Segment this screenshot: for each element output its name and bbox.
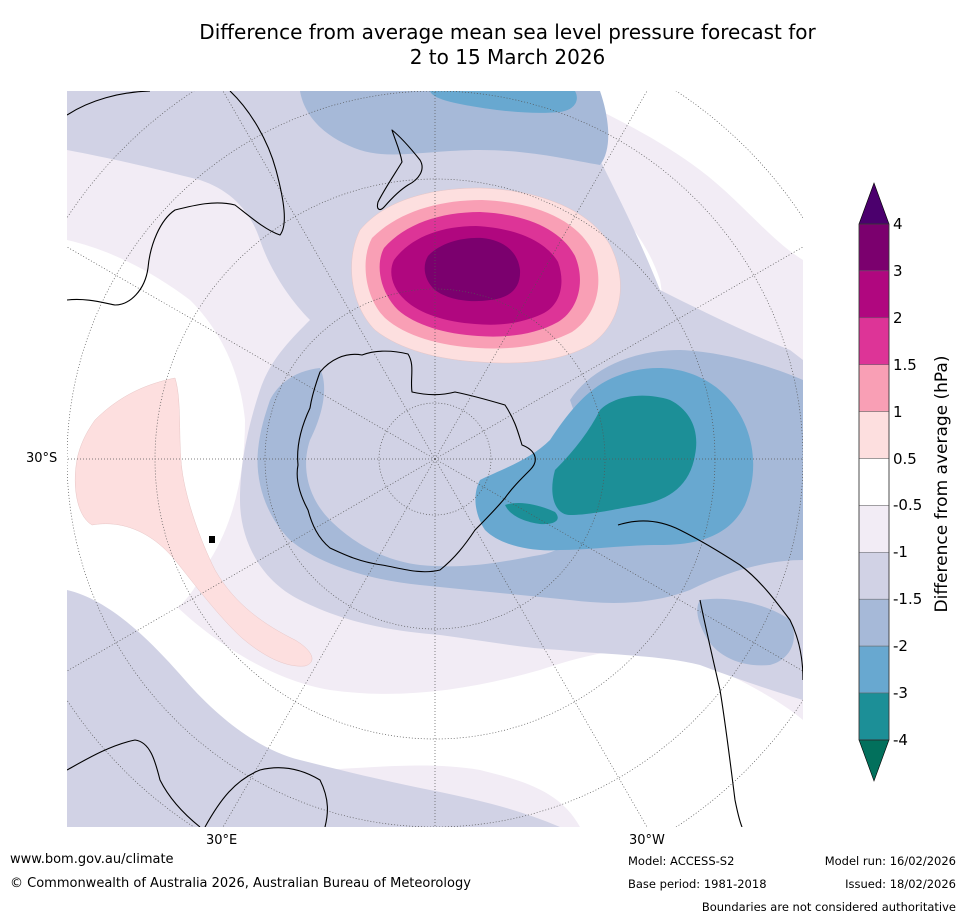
pressure-anomaly-map bbox=[67, 91, 803, 827]
colorbar-bin bbox=[858, 598, 890, 647]
boundary-disclaimer: Boundaries are not considered authoritat… bbox=[701, 900, 956, 914]
colorbar-bin bbox=[858, 458, 890, 506]
issued-date: Issued: 18/02/2026 bbox=[845, 877, 956, 891]
lat-label-30s: 30°S bbox=[26, 451, 58, 466]
kerguelen-island bbox=[209, 536, 215, 543]
colorbar-bin bbox=[858, 411, 890, 459]
colorbar-tick-label: 2 bbox=[893, 308, 903, 327]
negative-band-1 bbox=[67, 590, 560, 827]
negative-core bbox=[505, 502, 558, 525]
base-period: Base period: 1981-2018 bbox=[628, 877, 767, 891]
colorbar-bin bbox=[858, 364, 890, 412]
colorbar-title: Difference from average (hPa) bbox=[932, 355, 952, 613]
colorbar-bin bbox=[858, 645, 890, 694]
africa-coastline bbox=[67, 739, 328, 827]
colorbar-tick-label: -1 bbox=[893, 543, 908, 562]
chart-title-line-2: 2 to 15 March 2026 bbox=[409, 45, 606, 69]
colorbar-bin bbox=[858, 552, 890, 600]
colorbar-tick-label: -3 bbox=[893, 684, 908, 702]
colorbar-bin bbox=[858, 317, 890, 365]
new-zealand-coastline bbox=[376, 129, 423, 211]
weak-positive-band bbox=[74, 377, 313, 667]
chart-title: Difference from average mean sea level p… bbox=[40, 20, 965, 70]
colorbar bbox=[858, 182, 890, 782]
negative-band-3 bbox=[430, 91, 577, 113]
colorbar-over-triangle bbox=[858, 182, 890, 225]
colorbar-bin bbox=[858, 692, 890, 741]
positive-core bbox=[424, 237, 521, 302]
colorbar-tick-label: -2 bbox=[893, 637, 908, 656]
negative-core bbox=[552, 395, 697, 515]
lon-label-30w: 30°W bbox=[629, 833, 665, 848]
colorbar-bin bbox=[858, 505, 890, 553]
lon-label-30e: 30°E bbox=[206, 833, 238, 848]
colorbar-bin bbox=[858, 270, 890, 319]
colorbar-tick-label: 1 bbox=[893, 402, 903, 421]
colorbar-tick-label: -0.5 bbox=[893, 496, 923, 515]
near-zero-region bbox=[560, 91, 803, 260]
colorbar-tick-label: 3 bbox=[893, 261, 903, 280]
copyright-text: © Commonwealth of Australia 2026, Austra… bbox=[10, 876, 471, 891]
colorbar-under-triangle bbox=[858, 739, 890, 782]
negative-band-2 bbox=[697, 598, 794, 666]
chart-title-line-1: Difference from average mean sea level p… bbox=[199, 20, 816, 44]
model-name: Model: ACCESS-S2 bbox=[628, 854, 735, 868]
colorbar-tick-label: -4 bbox=[893, 730, 908, 749]
australia-coastline bbox=[67, 91, 285, 306]
colorbar-tick-label: 0.5 bbox=[893, 449, 917, 468]
antarctica-coastline bbox=[296, 350, 536, 573]
website-link[interactable]: www.bom.gov.au/climate bbox=[10, 852, 174, 867]
colorbar-tick-label: 1.5 bbox=[893, 355, 917, 374]
colorbar-frame bbox=[858, 223, 890, 741]
model-run: Model run: 16/02/2026 bbox=[824, 854, 956, 868]
colorbar-bin bbox=[858, 223, 890, 272]
south-america-coastline bbox=[617, 520, 803, 827]
colorbar-tick-label: -1.5 bbox=[893, 590, 923, 609]
colorbar-tick-label: 4 bbox=[893, 215, 903, 233]
